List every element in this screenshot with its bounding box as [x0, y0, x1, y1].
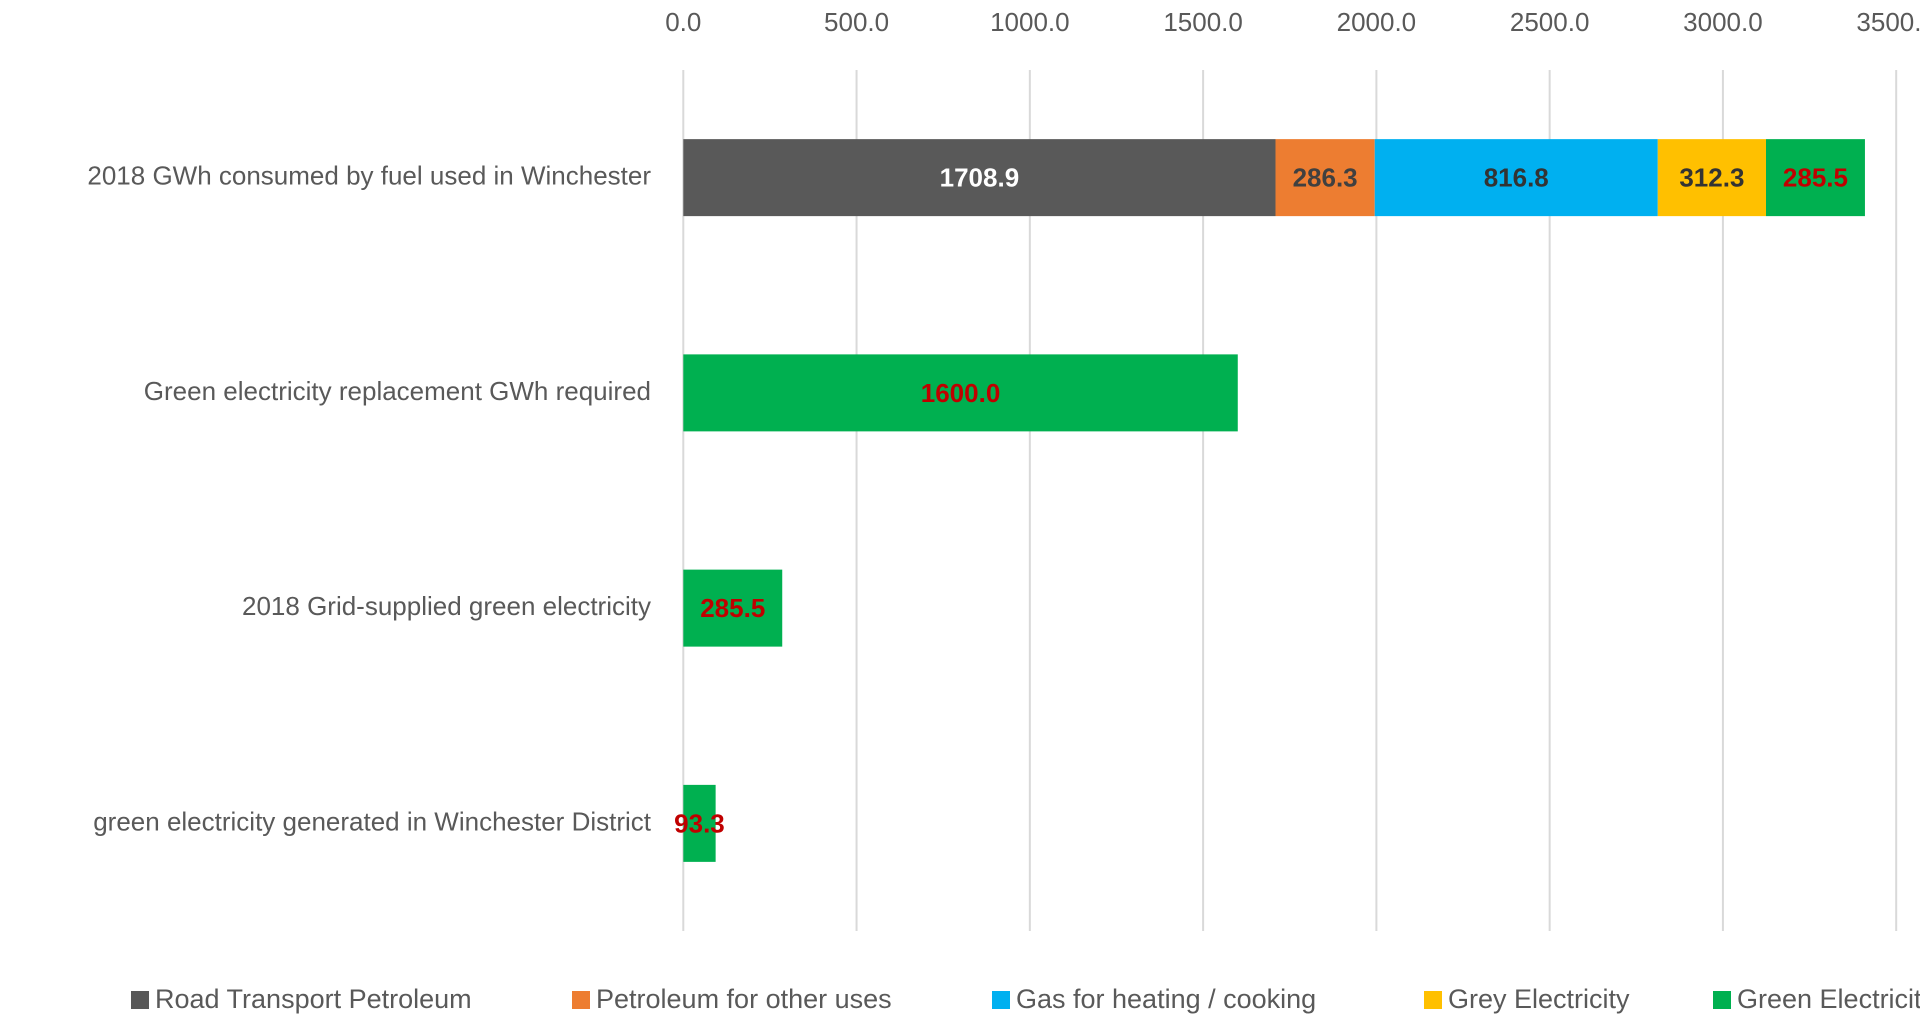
- legend-label: Grey Electricity: [1448, 984, 1630, 1014]
- data-label: 286.3: [1293, 163, 1358, 193]
- x-tick-label: 2000.0: [1337, 7, 1417, 37]
- legend-swatch: [131, 991, 149, 1009]
- data-label: 285.5: [700, 593, 765, 623]
- y-tick-label: Green electricity replacement GWh requir…: [144, 376, 651, 406]
- bar-segment: [1657, 139, 1767, 217]
- bar-segment: [683, 784, 716, 862]
- y-tick-label: 2018 GWh consumed by fuel used in Winche…: [87, 161, 651, 191]
- x-tick-label: 3000.0: [1683, 7, 1763, 37]
- data-label: 285.5: [1783, 163, 1848, 193]
- data-label: 1600.0: [921, 378, 1001, 408]
- bar-segment: [1374, 139, 1658, 217]
- x-tick-label: 1000.0: [990, 7, 1070, 37]
- data-label: 1708.9: [940, 163, 1020, 193]
- x-tick-label: 3500.0: [1856, 7, 1920, 37]
- legend-swatch: [572, 991, 590, 1009]
- bar-segment: [683, 354, 1238, 432]
- legend-label: Road Transport Petroleum: [155, 984, 472, 1014]
- bar-segment: [1766, 139, 1865, 217]
- legend-label: Gas for heating / cooking: [1016, 984, 1316, 1014]
- bar-segment: [1275, 139, 1375, 217]
- bar-segment: [683, 139, 1276, 217]
- data-label: 312.3: [1679, 163, 1744, 193]
- legend-swatch: [1713, 991, 1731, 1009]
- legend-swatch: [1424, 991, 1442, 1009]
- x-tick-label: 1500.0: [1163, 7, 1243, 37]
- data-label: 93.3: [674, 808, 725, 838]
- legend-label: Green Electricity: [1737, 984, 1920, 1014]
- x-tick-label: 500.0: [824, 7, 889, 37]
- bar-segment: [683, 569, 783, 647]
- legend-swatch: [992, 991, 1010, 1009]
- y-tick-label: 2018 Grid-supplied green electricity: [242, 591, 651, 621]
- y-tick-label: green electricity generated in Wincheste…: [93, 806, 652, 836]
- legend-label: Petroleum for other uses: [596, 984, 892, 1014]
- x-tick-label: 0.0: [665, 7, 701, 37]
- x-tick-label: 2500.0: [1510, 7, 1590, 37]
- data-label: 816.8: [1484, 163, 1549, 193]
